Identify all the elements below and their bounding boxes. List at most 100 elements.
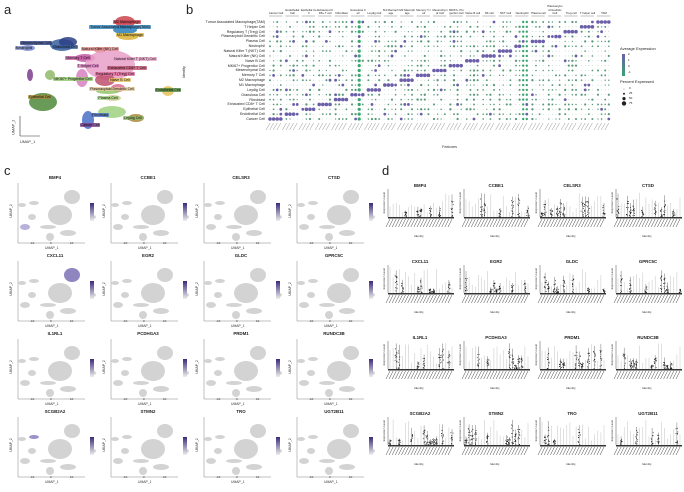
dot: [335, 84, 336, 86]
data-point: [674, 214, 676, 216]
umap-cluster: [18, 359, 26, 363]
data-point: [515, 441, 517, 443]
dot: [427, 30, 430, 33]
dot: [564, 65, 566, 66]
gene-tick-label: [276, 122, 281, 131]
data-point: [478, 358, 480, 360]
dot: [482, 89, 485, 91]
dot: [567, 103, 570, 106]
dot: [436, 113, 439, 115]
group-label: Treg cell: [563, 1, 579, 15]
gene-tick-label: [384, 122, 389, 131]
data-point: [434, 443, 436, 445]
data-point: [651, 441, 653, 442]
dot: [477, 41, 478, 42]
data-point: [486, 436, 488, 438]
category-tick-label: [483, 446, 488, 456]
dot: [427, 40, 430, 43]
x-axis-label: UMAP_1: [45, 246, 59, 250]
dot: [552, 75, 553, 76]
dot: [417, 31, 418, 32]
dot: [367, 113, 370, 116]
dot: [301, 35, 304, 38]
y-axis-label: UMAP_2: [101, 360, 106, 374]
dot: [318, 69, 321, 72]
dot: [489, 40, 492, 43]
dot: [584, 109, 586, 110]
gene-tick-label: [387, 122, 393, 131]
dot: [292, 35, 295, 38]
dot: [535, 75, 537, 76]
x-tick: -10: [30, 397, 35, 401]
data-point: [432, 291, 434, 293]
data-point: [635, 366, 637, 368]
data-point: [405, 212, 407, 214]
dot: [403, 35, 406, 38]
data-point: [576, 358, 578, 360]
dot: [532, 31, 533, 32]
data-point: [525, 288, 527, 290]
dot: [296, 64, 299, 67]
data-point: [421, 210, 423, 212]
data-point: [669, 368, 671, 370]
dot: [351, 79, 353, 82]
data-point: [545, 204, 547, 205]
dot: [342, 41, 344, 42]
dot: [531, 113, 534, 115]
dot: [433, 109, 435, 110]
umap-cluster: [206, 302, 216, 308]
dot: [338, 89, 340, 91]
dot: [457, 79, 458, 81]
dot: [514, 35, 518, 38]
data-point: [524, 291, 526, 293]
dot: [355, 79, 356, 81]
dot: [482, 21, 484, 23]
dot: [457, 60, 458, 62]
category-tick-label: [404, 446, 409, 456]
category-tick-label: [401, 294, 406, 304]
data-point: [676, 442, 677, 444]
data-point: [430, 291, 432, 292]
gene-tick-label: [424, 122, 429, 131]
dot: [411, 75, 413, 76]
dot: [354, 74, 357, 77]
dot: [547, 54, 551, 58]
dot: [375, 113, 376, 115]
dot: [321, 113, 324, 116]
category-tick-label: [550, 446, 555, 456]
dot: [564, 103, 567, 106]
umap-cluster: [214, 214, 222, 220]
data-point: [588, 208, 590, 210]
dot: [574, 108, 578, 111]
dot: [420, 55, 422, 57]
data-point: [400, 291, 402, 293]
dot: [321, 50, 324, 52]
data-point: [675, 428, 677, 430]
dot: [509, 54, 512, 58]
dot: [404, 109, 406, 110]
dot: [570, 29, 575, 34]
dot: [417, 79, 418, 81]
dot: [375, 55, 376, 57]
dot: [338, 21, 340, 23]
dot: [433, 26, 435, 28]
data-point: [425, 444, 427, 446]
category-tick-label: [422, 294, 428, 304]
dot: [301, 59, 304, 62]
umap-cluster: [18, 437, 26, 441]
dot: [407, 69, 410, 72]
data-point: [548, 429, 550, 431]
dot: [552, 65, 553, 66]
data-point: [518, 430, 520, 432]
data-point: [416, 291, 418, 293]
umap-cluster: [111, 359, 119, 363]
data-point: [481, 211, 483, 212]
group-label-text: Fibroblast: [335, 10, 348, 15]
umap-cluster: [40, 381, 56, 385]
data-point: [578, 441, 580, 443]
dot: [443, 79, 446, 82]
dot: [357, 88, 361, 92]
umap-cluster: [113, 302, 123, 308]
dot: [420, 69, 422, 72]
data-point: [511, 291, 513, 293]
